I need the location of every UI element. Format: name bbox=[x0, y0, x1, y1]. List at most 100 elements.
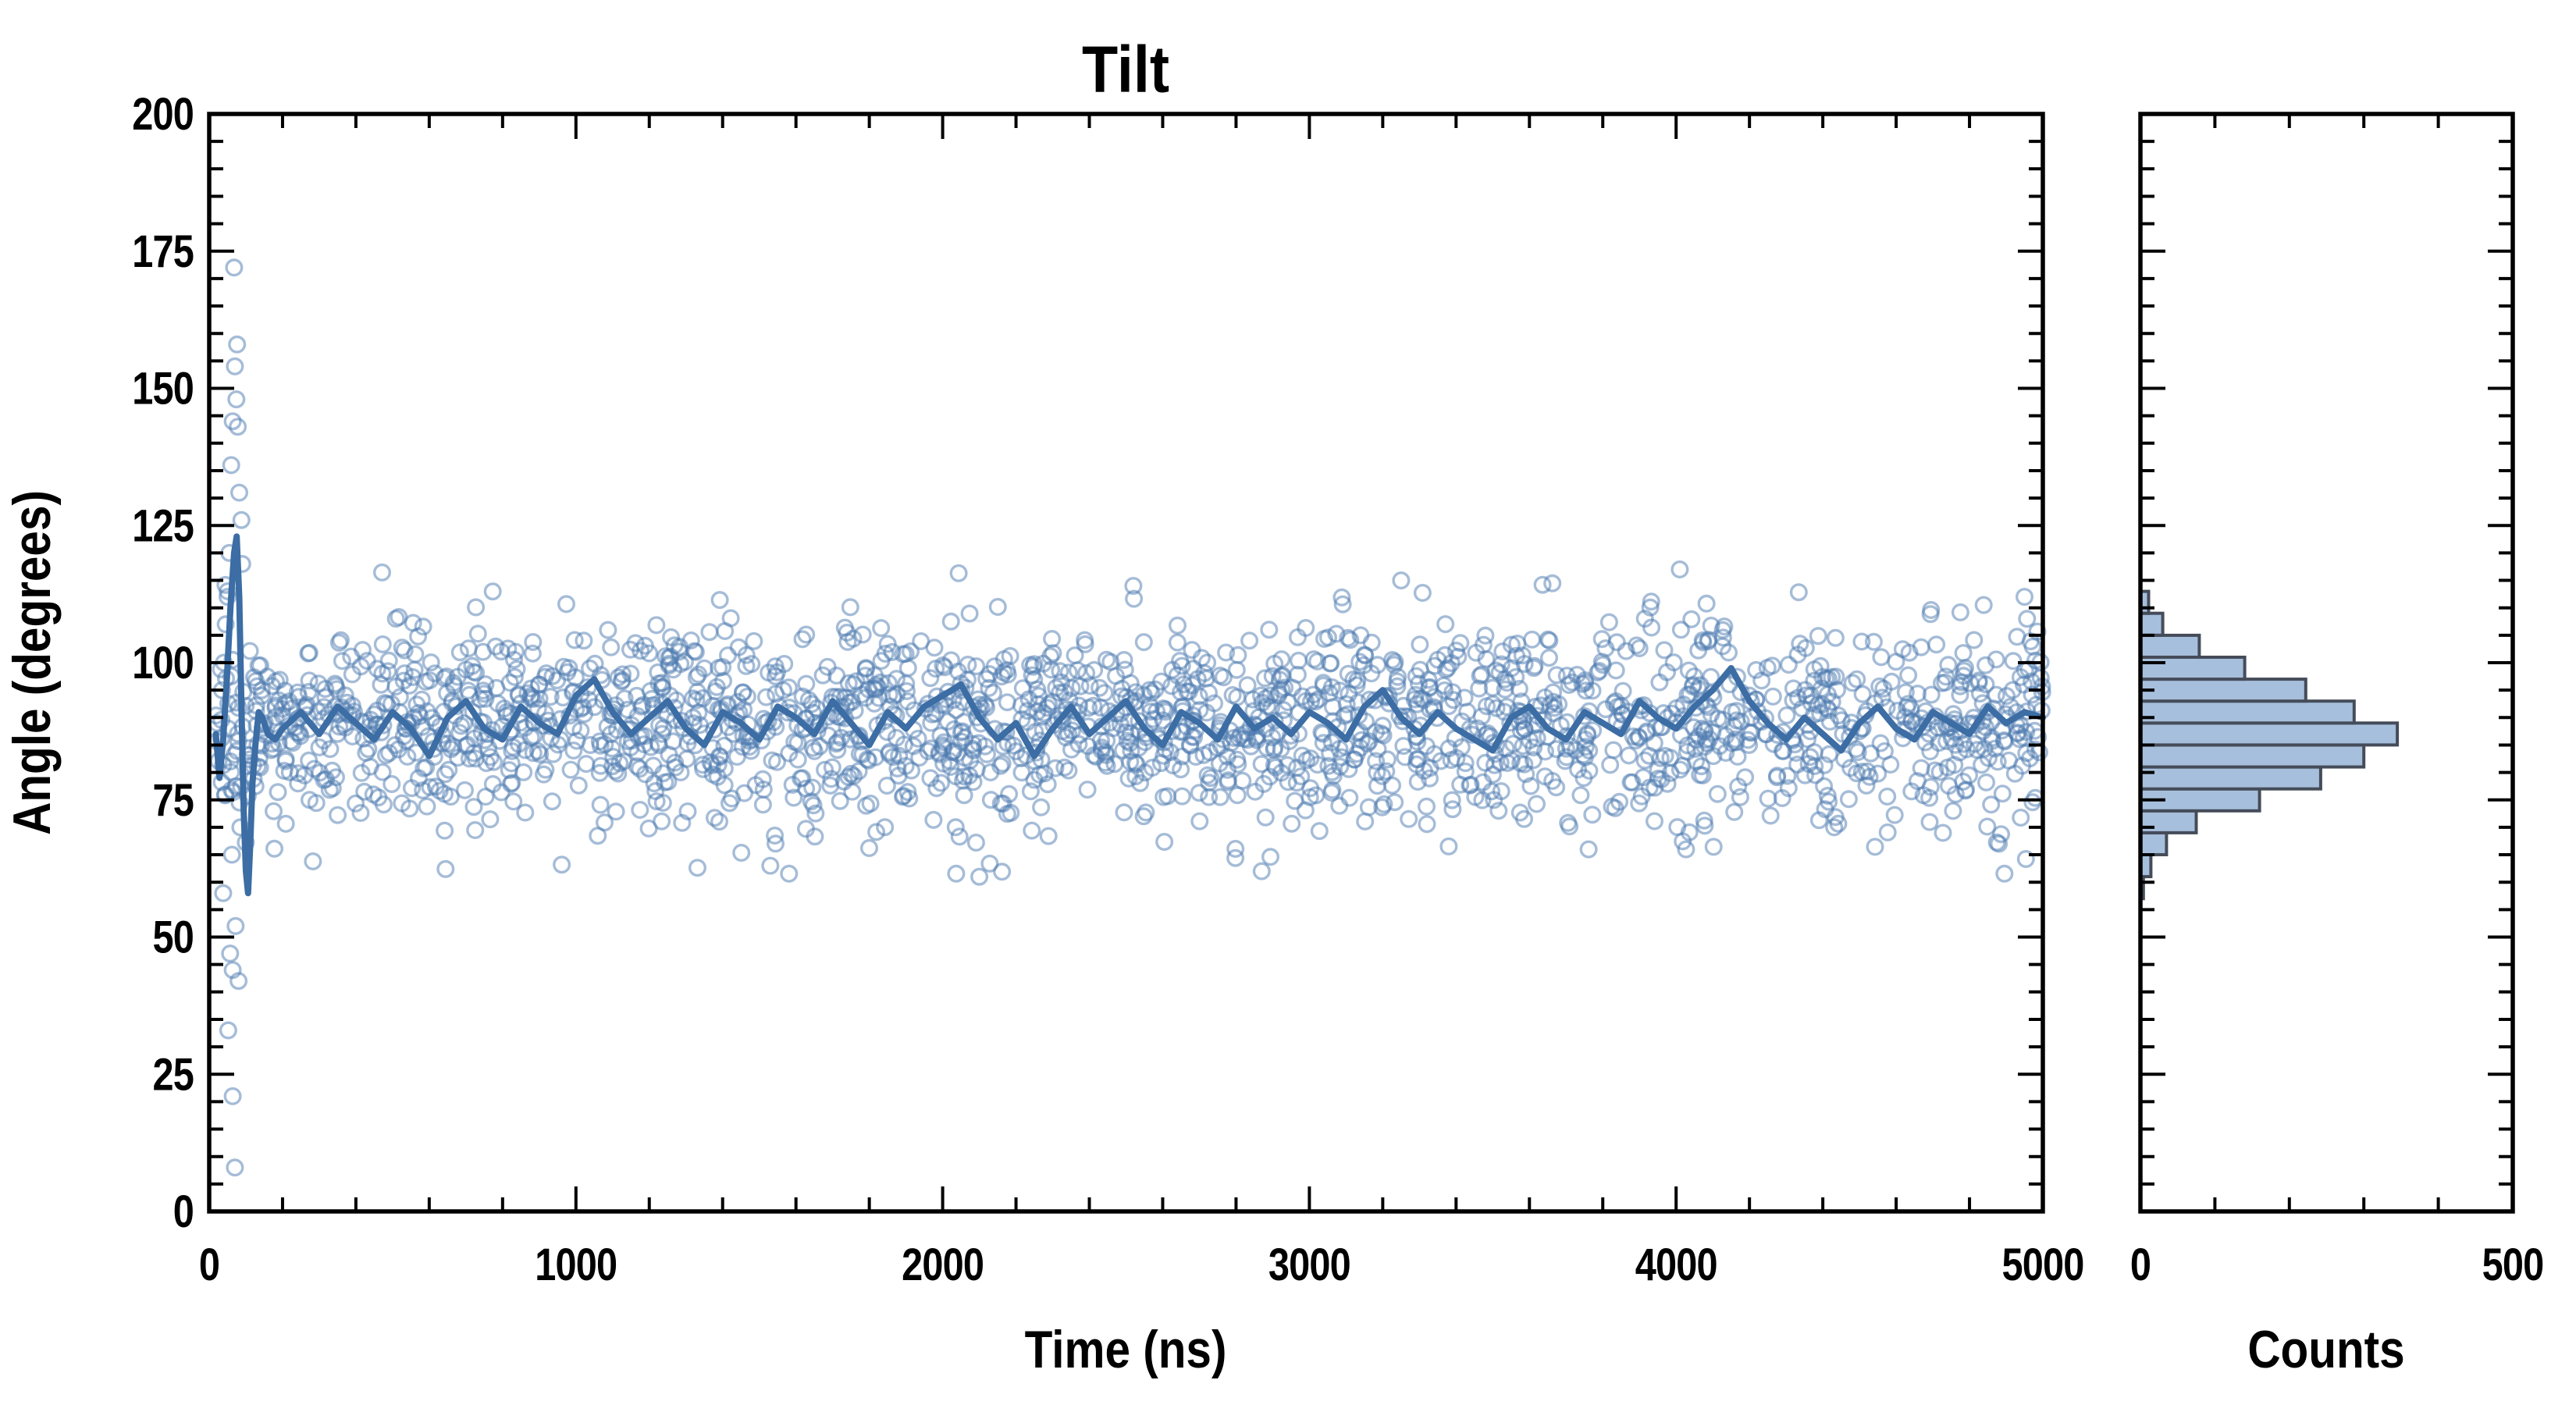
scatter-point bbox=[1944, 802, 1962, 820]
scatter-point bbox=[955, 786, 973, 805]
scatter-point bbox=[994, 795, 1012, 813]
scatter-point bbox=[1090, 678, 1108, 697]
scatter-point bbox=[948, 662, 967, 681]
scatter-point bbox=[927, 660, 945, 678]
scatter-point bbox=[793, 630, 812, 649]
scatter-point bbox=[372, 675, 390, 694]
scatter-point bbox=[636, 765, 655, 784]
scatter-point bbox=[843, 782, 862, 801]
scatter-point bbox=[1115, 803, 1133, 822]
x-tick-label: 1000 bbox=[535, 1240, 617, 1290]
scatter-point bbox=[1994, 731, 2013, 750]
scatter-point bbox=[1152, 672, 1171, 691]
scatter-point bbox=[1400, 809, 1418, 828]
scatter-point bbox=[1628, 636, 1646, 655]
scatter-point bbox=[1759, 789, 1777, 808]
scatter-point bbox=[828, 741, 847, 759]
scatter-point bbox=[1297, 692, 1315, 710]
scatter-point bbox=[1407, 750, 1426, 769]
scatter-point bbox=[585, 654, 604, 673]
scatter-point bbox=[797, 674, 816, 693]
scatter-point bbox=[1330, 796, 1349, 815]
scatter-point bbox=[474, 681, 493, 700]
scatter-point bbox=[569, 776, 588, 795]
scatter-point bbox=[1927, 635, 1946, 654]
scatter-point bbox=[1372, 724, 1390, 743]
scatter-outlier-point bbox=[223, 412, 242, 431]
scatter-point bbox=[1223, 686, 1242, 705]
scatter-point bbox=[411, 707, 429, 726]
scatter-outlier-point bbox=[1392, 571, 1411, 590]
histogram-bar bbox=[2139, 678, 2307, 703]
scatter-point bbox=[604, 748, 623, 767]
scatter-point bbox=[1559, 813, 1578, 832]
scatter-point bbox=[1417, 797, 1436, 816]
scatter-point bbox=[1811, 656, 1830, 675]
scatter-point bbox=[485, 752, 503, 771]
scatter-point bbox=[1916, 733, 1934, 752]
scatter-point bbox=[1483, 678, 1502, 697]
scatter-point bbox=[1507, 646, 1526, 665]
y-tick-label: 75 bbox=[152, 776, 194, 826]
scatter-point bbox=[1695, 816, 1714, 835]
scatter-point bbox=[1742, 724, 1761, 742]
scatter-point bbox=[1606, 799, 1624, 817]
scatter-point bbox=[1955, 659, 1974, 678]
scatter-point bbox=[841, 764, 860, 783]
scatter-point bbox=[872, 619, 891, 638]
scatter-point bbox=[536, 760, 555, 779]
scatter-point bbox=[574, 698, 592, 717]
scatter-outlier-point bbox=[1124, 577, 1143, 596]
scatter-point bbox=[523, 644, 542, 663]
scatter-point bbox=[390, 688, 409, 706]
scatter-point bbox=[553, 855, 571, 874]
x-tick-label: 3000 bbox=[1268, 1240, 1350, 1290]
y-tick-label: 0 bbox=[173, 1187, 194, 1237]
scatter-point bbox=[2004, 652, 2023, 670]
scatter-point bbox=[1340, 788, 1359, 807]
scatter-point bbox=[2012, 808, 2030, 827]
scatter-points bbox=[207, 258, 2051, 1177]
scatter-point bbox=[1218, 760, 1236, 779]
scatter-point bbox=[406, 645, 425, 663]
scatter-point bbox=[1323, 698, 1342, 717]
scatter-point bbox=[1474, 635, 1493, 654]
scatter-point bbox=[1293, 746, 1311, 765]
scatter-point bbox=[456, 781, 475, 799]
scatter-point bbox=[893, 788, 912, 806]
scatter-point bbox=[1617, 642, 1635, 660]
scatter-point bbox=[745, 631, 763, 650]
scatter-point bbox=[1314, 724, 1332, 743]
scatter-point bbox=[728, 692, 747, 711]
scatter-point bbox=[1965, 631, 1984, 649]
scatter-point bbox=[1023, 666, 1041, 685]
scatter-point bbox=[375, 795, 393, 814]
scatter-point bbox=[1495, 702, 1514, 721]
scatter-point bbox=[599, 621, 617, 639]
scatter-point bbox=[847, 672, 866, 691]
scatter-point bbox=[1105, 755, 1124, 774]
scatter-point bbox=[304, 852, 322, 870]
x-axis-label: Time (ns) bbox=[1025, 1321, 1227, 1379]
scatter-point bbox=[1921, 777, 1940, 796]
scatter-point bbox=[1300, 788, 1319, 806]
scatter-point bbox=[1425, 656, 1444, 675]
scatter-outlier-point bbox=[230, 483, 249, 502]
scatter-point bbox=[753, 795, 772, 814]
scatter-point bbox=[1788, 688, 1807, 707]
scatter-point bbox=[1322, 654, 1340, 673]
scatter-point bbox=[394, 727, 413, 745]
scatter-point bbox=[422, 709, 441, 727]
scatter-point bbox=[373, 635, 392, 654]
scatter-point bbox=[1078, 781, 1097, 799]
scatter-point bbox=[653, 724, 671, 743]
scatter-point bbox=[785, 788, 803, 807]
scatter-point bbox=[1727, 702, 1745, 720]
scatter-point bbox=[991, 756, 1010, 775]
scatter-point bbox=[240, 642, 259, 660]
scatter-point bbox=[1533, 575, 1552, 594]
scatter-point bbox=[1038, 699, 1057, 717]
scatter-point bbox=[1051, 662, 1069, 681]
scatter-point bbox=[1502, 751, 1521, 770]
